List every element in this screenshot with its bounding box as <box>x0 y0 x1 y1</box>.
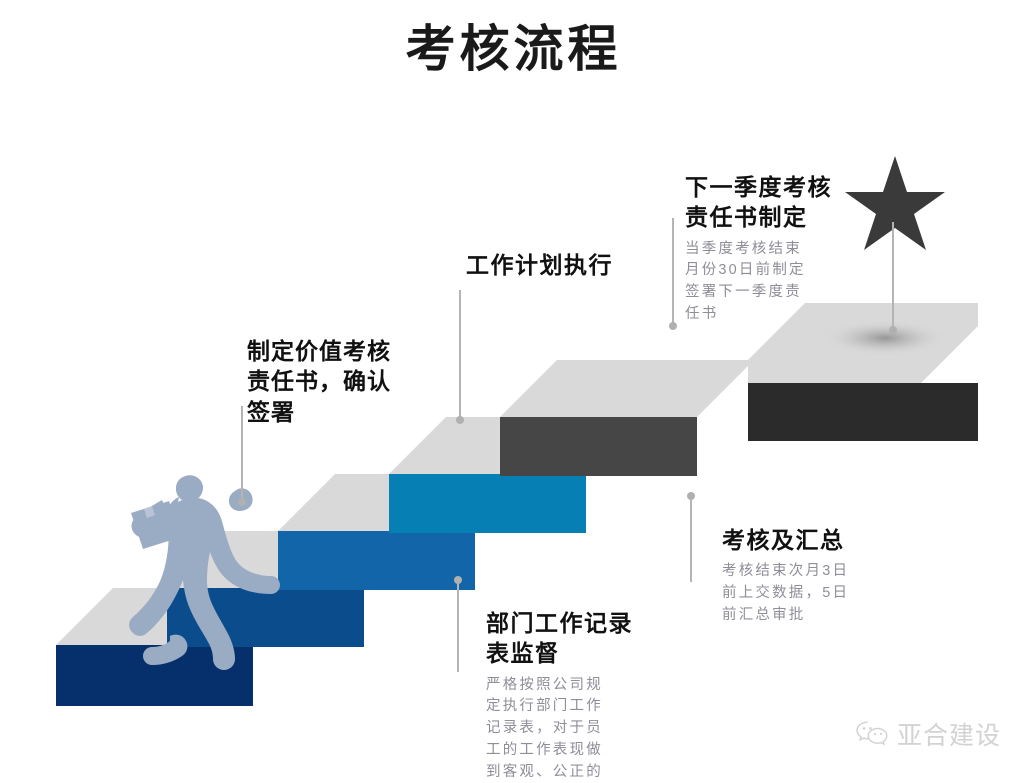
star-icon <box>845 156 945 250</box>
step-heading-1: 部门工作记录 表监督 <box>486 610 633 667</box>
step-heading-3: 工作计划执行 <box>466 252 613 278</box>
step-label-2: 制定价值考核 责任书，确认 签署 <box>247 336 462 427</box>
step-body-4: 考核结束次月3日 前上交数据，5日 前汇总审批 <box>722 563 850 623</box>
connector-step4 <box>687 492 695 582</box>
step-label-5: 下一季度考核 责任书制定 当季度考核结束 月份30日前制定 签署下一季度责 任书 <box>685 172 855 326</box>
running-businessman-icon <box>129 475 280 670</box>
step-label-3: 工作计划执行 <box>466 250 696 280</box>
step-label-1: 部门工作记录 表监督 严格按照公司规 定执行部门工作 记录表，对于员 工的工作表… <box>486 608 668 783</box>
connector-step2 <box>238 406 246 506</box>
connector-dot <box>889 326 897 334</box>
step-heading-5: 下一季度考核 责任书制定 <box>685 174 832 231</box>
connector-step5-right <box>889 222 897 334</box>
connector-step5-left <box>669 218 677 330</box>
connector-dot <box>687 492 695 500</box>
stair-step-4 <box>389 417 643 533</box>
stair-step-3 <box>278 474 532 590</box>
stair-step-5 <box>500 360 754 476</box>
connector-dot <box>669 322 677 330</box>
watermark-logo: 亚合建设 <box>855 716 1001 752</box>
step-heading-4: 考核及汇总 <box>722 527 845 553</box>
stair-step-2 <box>167 531 421 647</box>
watermark-brand: 亚合建设 <box>897 722 1002 750</box>
step-heading-2: 制定价值考核 责任书，确认 签署 <box>247 338 391 425</box>
stair-step-1 <box>56 588 310 706</box>
step-body-1: 严格按照公司规 定执行部门工作 记录表，对于员 工的工作表现做 到客观、公正的 … <box>486 676 603 780</box>
connector-step3 <box>456 290 464 424</box>
step-body-5: 当季度考核结束 月份30日前制定 签署下一季度责 任书 <box>685 240 806 322</box>
wechat-logo-icon <box>856 721 888 746</box>
step-label-4: 考核及汇总 考核结束次月3日 前上交数据，5日 前汇总审批 <box>722 525 912 627</box>
connector-dot <box>456 416 464 424</box>
connector-step1 <box>454 576 462 672</box>
connector-dot <box>454 576 462 584</box>
page-title: 考核流程 <box>405 21 622 77</box>
connector-dot <box>238 498 246 506</box>
